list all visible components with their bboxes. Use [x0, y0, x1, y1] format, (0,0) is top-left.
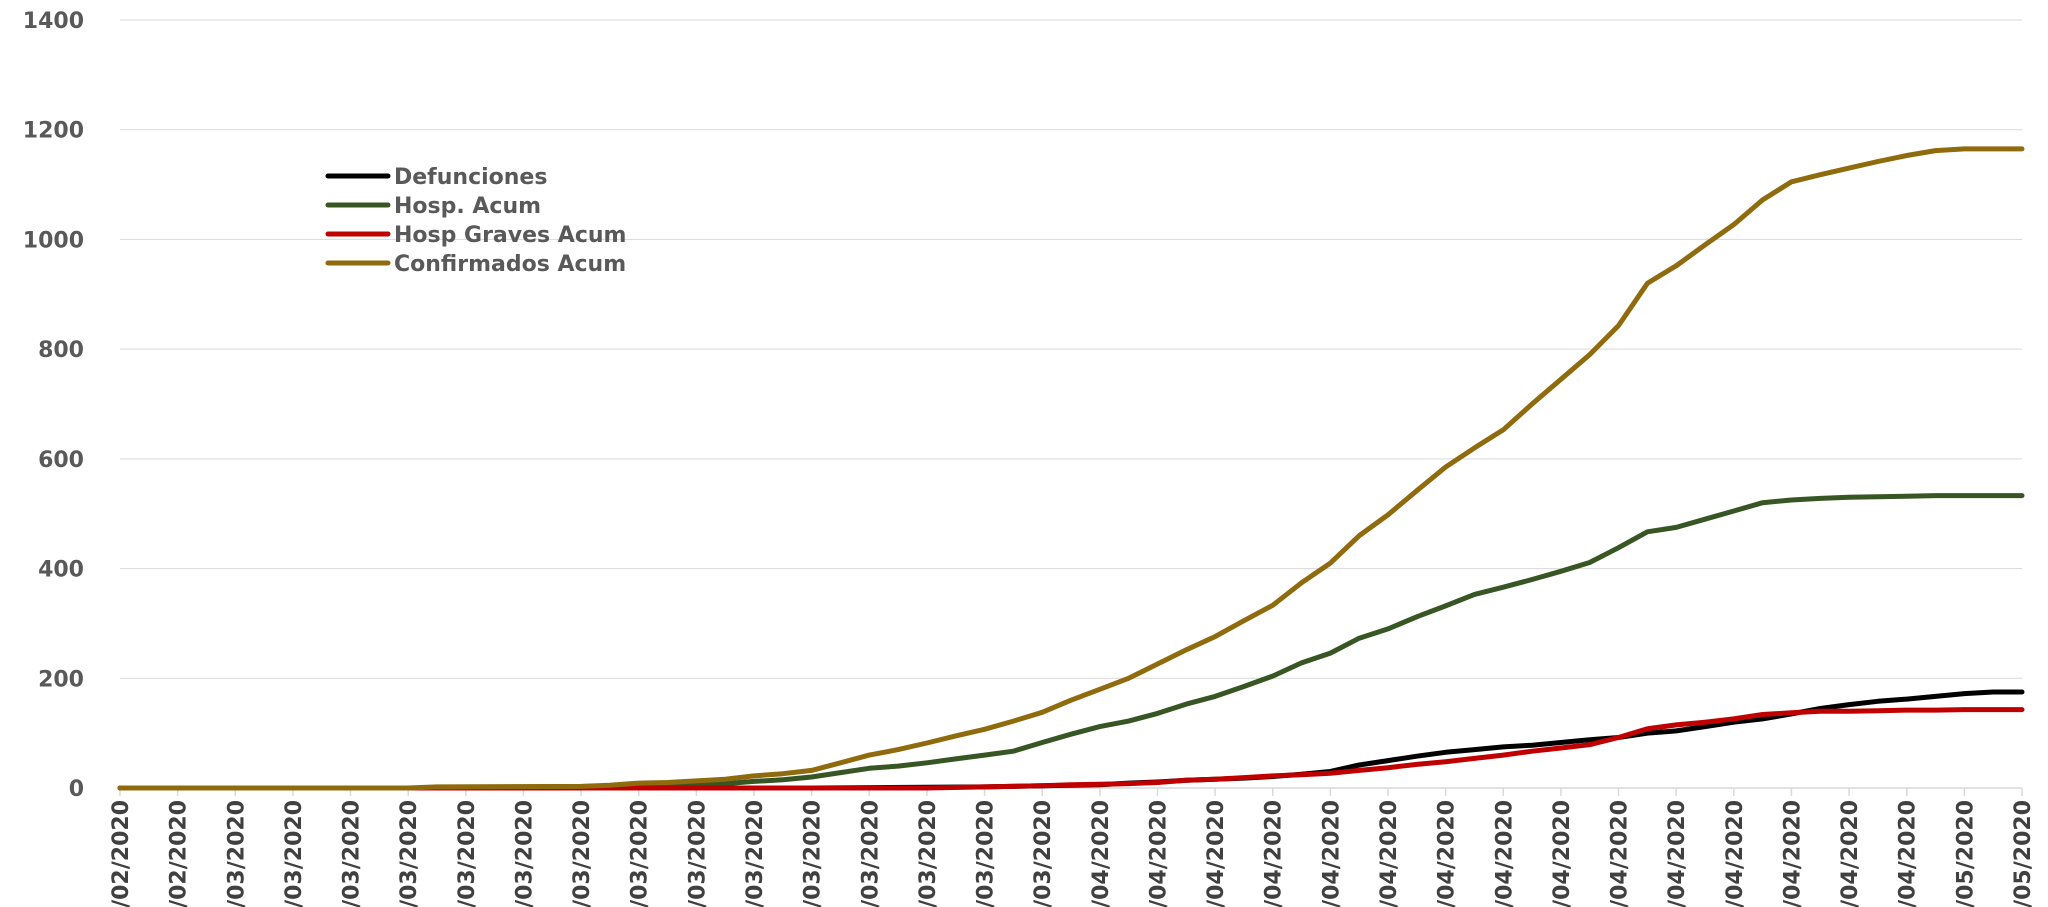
y-tick-label: 1000 [23, 228, 84, 253]
x-tick-label: 25/04/2020 [1780, 800, 1805, 907]
x-tick-label: 06/03/2020 [340, 800, 365, 907]
y-axis-ticks: 0 200 400 600 800 1000 1200 1400 [23, 9, 84, 802]
x-tick-label: 29/04/2020 [1896, 800, 1921, 907]
x-axis-ticks: 27/02/2020 29/02/2020 02/03/2020 04/03/2020… [109, 788, 2036, 907]
x-tick-label: 22/03/2020 [801, 800, 826, 907]
x-tick-label: 14/03/2020 [570, 800, 595, 907]
x-tick-label: 27/02/2020 [109, 800, 134, 907]
y-tick-label: 600 [38, 448, 84, 473]
x-tick-label: 08/03/2020 [397, 800, 422, 907]
x-tick-label: 09/04/2020 [1319, 800, 1344, 907]
y-tick-label: 200 [38, 667, 84, 692]
x-tick-label: 28/03/2020 [974, 800, 999, 907]
x-tick-label: 04/03/2020 [282, 800, 307, 907]
x-tick-label: 07/04/2020 [1262, 800, 1287, 907]
x-tick-label: 27/04/2020 [1838, 800, 1863, 907]
x-tick-label: 20/03/2020 [743, 800, 768, 907]
x-tick-label: 21/04/2020 [1665, 800, 1690, 907]
x-tick-label: 15/04/2020 [1492, 800, 1517, 907]
x-tick-label: 30/03/2020 [1031, 800, 1056, 907]
legend-label: Defunciones [394, 165, 547, 190]
legend: Defunciones Hosp. Acum Hosp Graves Acum Con… [325, 165, 626, 277]
x-tick-label: 13/04/2020 [1435, 800, 1460, 907]
x-tick-label: 17/04/2020 [1550, 800, 1575, 907]
x-tick-label: 29/02/2020 [167, 800, 192, 907]
legend-label: Hosp Graves Acum [394, 223, 626, 248]
y-tick-label: 1400 [23, 9, 84, 34]
legend-label: Hosp. Acum [394, 194, 541, 219]
x-tick-label: 26/03/2020 [916, 800, 941, 907]
x-tick-label: 02/03/2020 [224, 800, 249, 907]
x-tick-label: 05/04/2020 [1204, 800, 1229, 907]
x-tick-label: 19/04/2020 [1608, 800, 1633, 907]
x-tick-label: 16/03/2020 [628, 800, 653, 907]
x-tick-label: 24/03/2020 [858, 800, 883, 907]
y-tick-label: 400 [38, 558, 84, 583]
x-tick-label: 11/04/2020 [1377, 800, 1402, 907]
x-tick-label: 03/04/2020 [1146, 800, 1171, 907]
series-line-3 [117, 707, 2025, 791]
y-tick-label: 800 [38, 338, 84, 363]
x-tick-label: 10/03/2020 [455, 800, 480, 907]
gridlines [120, 19, 2022, 789]
x-tick-label: 18/03/2020 [685, 800, 710, 907]
series-lines [117, 146, 2025, 791]
x-tick-label: 23/04/2020 [1723, 800, 1748, 907]
y-tick-label: 0 [69, 777, 84, 802]
x-tick-label: 01/05/2020 [1953, 800, 1978, 907]
series-line-1 [117, 689, 2025, 791]
series-line-2 [117, 493, 2025, 791]
legend-label: Confirmados Acum [394, 252, 626, 277]
series-line-4 [117, 146, 2025, 791]
x-tick-label: 12/03/2020 [512, 800, 537, 907]
y-tick-label: 1200 [23, 119, 84, 144]
x-tick-label: 03/05/2020 [2011, 800, 2036, 907]
x-tick-label: 01/04/2020 [1089, 800, 1114, 907]
